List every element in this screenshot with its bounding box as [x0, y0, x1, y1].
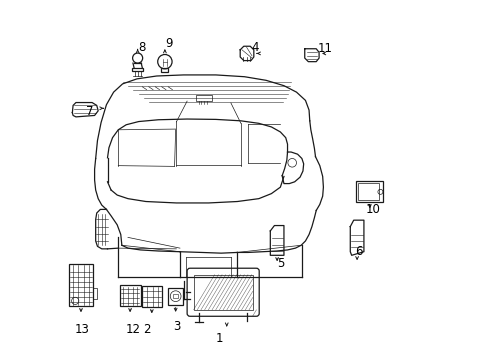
- Text: 2: 2: [143, 323, 150, 336]
- Bar: [173, 294, 178, 298]
- Text: 5: 5: [276, 257, 284, 270]
- Bar: [193, 275, 252, 310]
- Text: 8: 8: [138, 41, 145, 54]
- Bar: [356, 181, 383, 202]
- Text: 12: 12: [125, 323, 141, 336]
- Bar: [161, 68, 168, 72]
- Text: 1: 1: [215, 332, 223, 345]
- Text: 11: 11: [317, 41, 332, 54]
- Text: 6: 6: [355, 245, 362, 258]
- Text: 3: 3: [172, 320, 180, 333]
- Text: 10: 10: [365, 203, 380, 216]
- Bar: [132, 68, 142, 71]
- Text: 7: 7: [86, 105, 93, 118]
- Text: 13: 13: [75, 323, 90, 336]
- Text: 4: 4: [251, 41, 259, 54]
- Bar: [168, 288, 183, 305]
- Text: 9: 9: [165, 37, 173, 50]
- Bar: [196, 95, 212, 101]
- Bar: [69, 264, 93, 306]
- Bar: [120, 285, 140, 306]
- Bar: [142, 286, 162, 307]
- Bar: [357, 183, 378, 201]
- Bar: [93, 288, 97, 299]
